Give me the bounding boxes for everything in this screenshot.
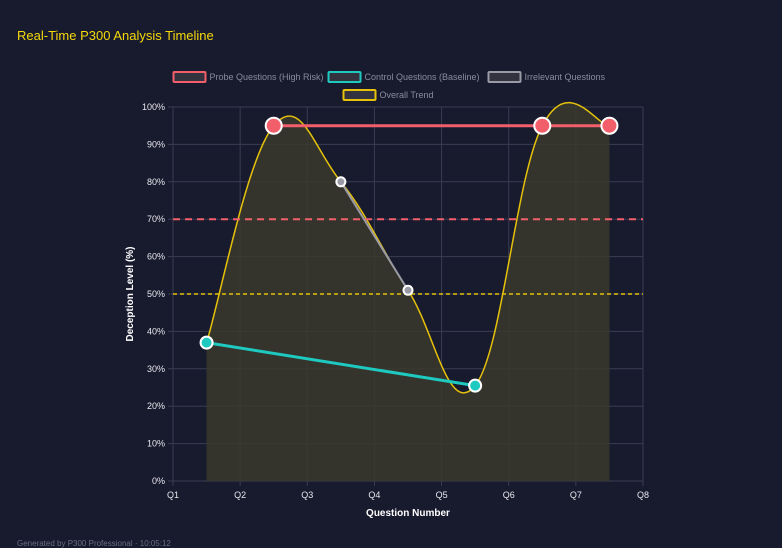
y-tick-label: 70% [147,214,165,224]
data-point [600,116,619,135]
series-line [206,341,476,388]
x-tick-label: Q5 [436,490,448,500]
legend-label: Control Questions (Baseline) [365,72,480,82]
y-axis-label: Deception Level (%) [125,246,136,341]
y-tick-label: 100% [142,102,165,112]
legend-label: Irrelevant Questions [525,72,606,82]
x-tick-label: Q3 [301,490,313,500]
data-point [264,116,283,135]
y-tick-label: 20% [147,401,165,411]
y-tick-label: 40% [147,326,165,336]
legend-swatch [342,89,377,101]
y-tick-label: 90% [147,139,165,149]
footer-text: Generated by P300 Professional · 10:05:1… [17,539,171,548]
series-line [340,181,409,291]
data-point [533,116,552,135]
y-tick-label: 0% [152,476,165,486]
x-tick-label: Q8 [637,490,649,500]
data-point [199,335,214,350]
trend-line [205,101,610,394]
y-tick-label: 50% [147,289,165,299]
data-point [468,378,483,393]
data-point [335,176,347,188]
legend-label: Probe Questions (High Risk) [210,72,324,82]
x-tick-label: Q2 [234,490,246,500]
legend-swatch [172,71,207,83]
y-tick-label: 30% [147,364,165,374]
x-tick-label: Q6 [503,490,515,500]
y-tick-label: 10% [147,439,165,449]
legend-swatch [487,71,522,83]
chart-title: Real-Time P300 Analysis Timeline [17,28,214,43]
legend-swatch [327,71,362,83]
x-tick-label: Q1 [167,490,179,500]
legend-label: Overall Trend [380,90,434,100]
y-tick-label: 60% [147,252,165,262]
x-tick-label: Q7 [570,490,582,500]
x-axis-label: Question Number [366,508,450,519]
y-tick-label: 80% [147,177,165,187]
data-point [402,284,414,296]
x-tick-label: Q4 [368,490,380,500]
